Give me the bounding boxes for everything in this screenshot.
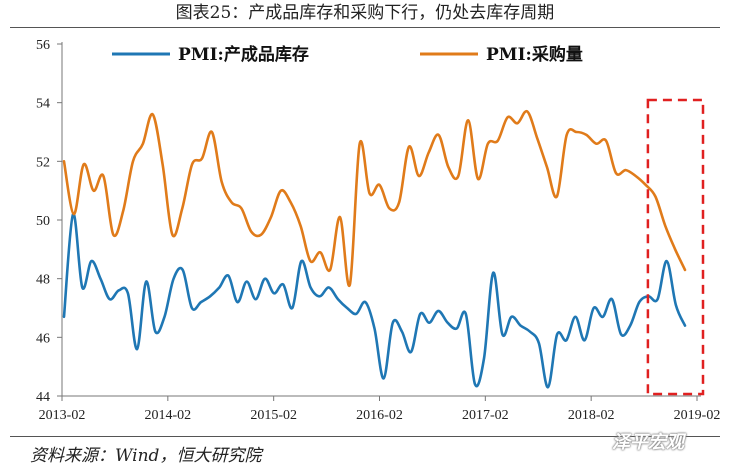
series-line-purchase xyxy=(62,109,687,287)
y-tick-label: 54 xyxy=(36,97,50,112)
x-tick-label: 2013-02 xyxy=(39,408,86,423)
y-tick-label: 56 xyxy=(36,38,50,53)
series-lines xyxy=(62,109,687,389)
x-tick-label: 2015-02 xyxy=(250,408,297,423)
y-tick-label: 46 xyxy=(36,331,50,346)
x-tick-label: 2017-02 xyxy=(462,408,509,423)
series-line-inventory xyxy=(62,212,687,389)
legend-label: PMI:产成品库存 xyxy=(178,44,309,65)
legend-label: PMI:采购量 xyxy=(486,44,583,65)
x-tick-label: 2014-02 xyxy=(144,408,191,423)
y-tick-label: 52 xyxy=(36,155,50,170)
y-tick-label: 48 xyxy=(36,273,50,288)
highlight-rectangle xyxy=(646,98,705,396)
y-tick-label: 44 xyxy=(36,390,50,405)
legend: PMI:产成品库存 PMI:采购量 xyxy=(112,44,583,65)
source-divider xyxy=(10,436,720,437)
x-tick-label: 2018-02 xyxy=(568,408,615,423)
y-axis-ticks: 44 46 48 50 52 54 56 xyxy=(36,38,62,405)
chart-title: 图表25：产成品库存和采购下行，仍处去库存周期 xyxy=(175,3,555,23)
x-axis-ticks: 2013-02 2014-02 2015-02 2016-02 2017-02 2018-… xyxy=(39,396,721,423)
x-tick-label: 2019-02 xyxy=(674,408,721,423)
axes xyxy=(61,42,701,397)
highlight-box xyxy=(646,98,705,396)
title-divider xyxy=(10,27,720,28)
y-tick-label: 50 xyxy=(36,214,50,229)
x-tick-label: 2016-02 xyxy=(356,408,403,423)
source-note: 资料来源：Wind，恒大研究院 xyxy=(30,446,262,466)
watermark: 泽平宏观 xyxy=(612,432,684,453)
line-chart: 44 46 48 50 52 54 56 2013-02 2014-02 2015-02 2016… xyxy=(36,38,721,423)
